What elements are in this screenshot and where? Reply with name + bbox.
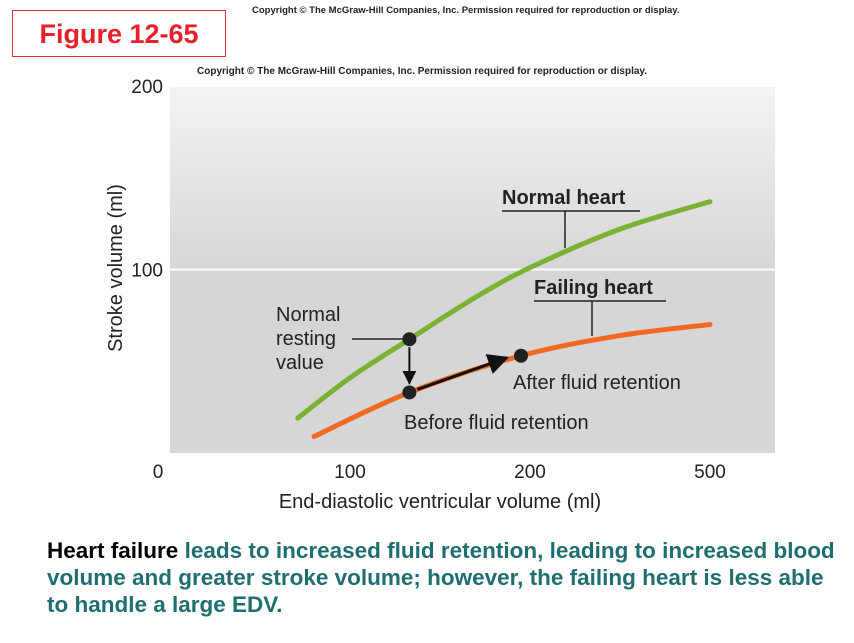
plot-bg [170,86,775,268]
copyright: Copyright © The McGraw-Hill Companies, I… [252,5,680,16]
x-tick-label: 100 [334,462,366,483]
arrow [416,354,509,391]
curve [295,199,713,421]
point [402,385,417,400]
point [402,332,417,347]
x-tick-label: 500 [694,462,726,483]
caption: Heart failure leads to increased fluid r… [47,537,837,618]
y-tick-label: 100 [131,261,163,282]
x-tick-label: 0 [153,462,164,483]
caption-lead: Heart failure [47,538,179,563]
copyright: Copyright © The McGraw-Hill Companies, I… [197,66,648,77]
point-label: Normal resting value [276,304,341,374]
point-label: After fluid retention [513,372,681,394]
point [514,348,528,363]
series-label: Failing heart [534,277,653,299]
point-label: Before fluid retention [404,412,589,434]
y-axis-label: Stroke volume (ml) [105,184,127,352]
y-tick-label: 200 [131,77,163,98]
caption-rest: leads to increased fluid retention, lead… [47,538,835,617]
series-label: Normal heart [502,187,626,209]
figure-label: Figure 12-65 [12,10,226,57]
x-tick-label: 200 [514,462,546,483]
x-axis-label: End-diastolic ventricular volume (ml) [279,491,601,513]
